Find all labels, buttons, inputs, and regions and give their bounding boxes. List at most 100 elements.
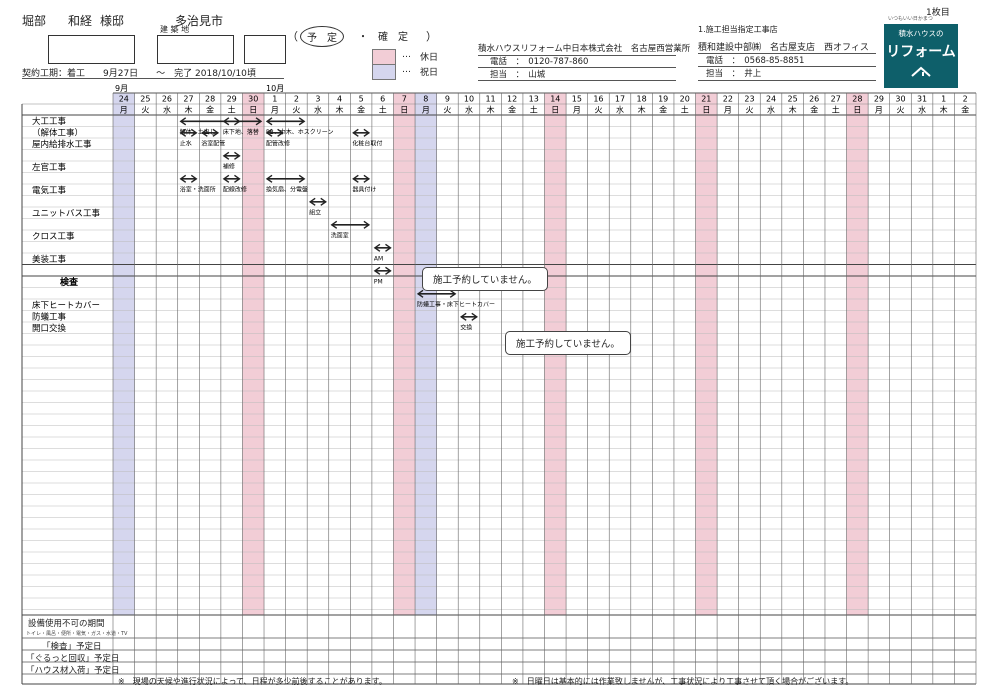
holiday-legend-label: 休日 bbox=[420, 53, 439, 63]
task-label-sub: 防蟻工事 bbox=[32, 312, 67, 323]
weekday-label: 土 bbox=[228, 105, 236, 115]
weekday-label: 木 bbox=[487, 105, 495, 115]
weekday-label: 日 bbox=[853, 106, 861, 115]
arrow-head-right bbox=[471, 312, 478, 321]
weekday-label: 火 bbox=[896, 106, 904, 115]
day-number: 14 bbox=[550, 95, 560, 104]
weekday-label: 火 bbox=[443, 106, 451, 115]
contractor-underline-3 bbox=[698, 80, 876, 81]
contract-period: 契約工期：着工 9月27日 〜 完了 2018/10/10頃 bbox=[22, 69, 256, 79]
day-number: 2 bbox=[963, 95, 968, 104]
footer-note-right: ※ 日曜日は基本的には作業致しませんが、工事状況により工事させて頂く場合がござい… bbox=[512, 677, 854, 686]
company-logo: 積水ハウスの リフォーム bbox=[884, 24, 958, 88]
day-number: 26 bbox=[809, 95, 819, 104]
weekday-label: 月 bbox=[271, 106, 279, 115]
task-label-sub: （解体工事） bbox=[32, 128, 83, 139]
weekday-label: 土 bbox=[832, 105, 840, 115]
customer-surname: 堀部 bbox=[22, 14, 47, 28]
contractor-phone: 電話 ： 0568-85-8851 bbox=[706, 56, 805, 66]
unusable-period-label: 設備使用不可の期間 bbox=[28, 619, 105, 629]
schedule-bar-note: 器具付け bbox=[352, 185, 376, 193]
day-number: 31 bbox=[917, 95, 927, 104]
contractor-underline-1 bbox=[698, 53, 876, 54]
company-name: 積水ハウスリフォーム中日本株式会社 名古屋西営業所 bbox=[478, 44, 691, 54]
customer-box-2 bbox=[157, 35, 234, 64]
schedule-bar-note: PB、巾木、ホスクリーン bbox=[266, 128, 333, 136]
weekday-label: 水 bbox=[616, 105, 624, 115]
schedule-bar-note: 止水 bbox=[180, 139, 192, 147]
weekday-label: 月 bbox=[422, 106, 430, 115]
customer-box-1 bbox=[48, 35, 135, 64]
weekday-label: 木 bbox=[336, 105, 344, 115]
day-number: 29 bbox=[874, 95, 884, 104]
arrow-head-left bbox=[352, 128, 359, 137]
weekday-label: 日 bbox=[551, 106, 559, 115]
day-number: 25 bbox=[140, 95, 150, 104]
company-underline-1 bbox=[478, 55, 676, 56]
contract-underline bbox=[22, 78, 284, 79]
arrow-head-right bbox=[298, 174, 306, 183]
day-number: 30 bbox=[895, 95, 905, 104]
schedule-bar-note: 浴室・洗面所 bbox=[180, 185, 216, 193]
holiday-column bbox=[393, 93, 416, 615]
arrow-head-left bbox=[373, 243, 381, 252]
month-label-oct: 10月 bbox=[266, 84, 284, 93]
building-site-label: 建 築 地 bbox=[160, 25, 190, 34]
weekday-label: 金 bbox=[357, 105, 365, 115]
schedule-bar-note: PM bbox=[374, 278, 383, 285]
day-number: 27 bbox=[831, 95, 841, 104]
contractor-manager: 担当 ： 井上 bbox=[706, 69, 762, 79]
weekday-label: 木 bbox=[185, 105, 193, 115]
weekday-label: 火 bbox=[141, 106, 149, 115]
arrow-head-left bbox=[352, 174, 359, 183]
weekday-label: 月 bbox=[120, 106, 128, 115]
contractor-underline-2 bbox=[698, 66, 876, 67]
task-label: ユニットバス工事 bbox=[32, 208, 101, 219]
weekday-label: 金 bbox=[810, 105, 818, 115]
task-label: 屋内給排水工事 bbox=[32, 139, 92, 150]
holiday-column bbox=[242, 93, 265, 615]
day-number: 8 bbox=[423, 95, 428, 104]
schedule-bar-note: 補修 bbox=[223, 162, 235, 170]
location: 多治見市 bbox=[175, 14, 224, 28]
weekday-label: 木 bbox=[789, 105, 797, 115]
task-label: 検査 bbox=[60, 276, 79, 288]
arrow-head-left bbox=[201, 128, 208, 137]
arrow-head-right bbox=[298, 117, 306, 126]
arrow-head-left bbox=[373, 266, 381, 275]
status-bracket-close: ） bbox=[426, 30, 437, 43]
arrow-head-left bbox=[265, 117, 273, 126]
arrow-head-right bbox=[212, 128, 220, 137]
weekday-label: 水 bbox=[163, 105, 171, 115]
contractor-name: 積和建設中部㈱ 名古屋支店 西オフィス bbox=[698, 43, 869, 53]
day-number: 4 bbox=[337, 95, 342, 104]
public-holiday-swatch bbox=[372, 64, 396, 80]
arrow-head-left bbox=[416, 289, 424, 298]
schedule-bar-note: 換気扇、分電盤 bbox=[266, 185, 308, 193]
day-number: 16 bbox=[593, 95, 603, 104]
arrow-head-right bbox=[385, 266, 392, 275]
status-confirmed: 確 定 bbox=[378, 32, 408, 43]
weekday-label: 火 bbox=[745, 106, 753, 115]
weekday-label: 日 bbox=[249, 106, 257, 115]
day-number: 22 bbox=[723, 95, 733, 104]
contractor-label: 1.施工担当指定工事店 bbox=[698, 25, 778, 34]
weekday-label: 火 bbox=[594, 106, 602, 115]
weekday-label: 月 bbox=[573, 106, 581, 115]
arrow-head-left bbox=[222, 117, 230, 126]
company-underline-2 bbox=[478, 67, 676, 68]
schedule-bar-note: 配線改修 bbox=[223, 185, 247, 193]
house-icon bbox=[911, 66, 931, 77]
inspection-date-label: 「検査」予定日 bbox=[42, 642, 102, 652]
arrow-head-left bbox=[179, 128, 187, 137]
arrow-head-right bbox=[363, 220, 371, 229]
schedule-bar-note: AM bbox=[374, 255, 383, 262]
day-number: 5 bbox=[359, 95, 364, 104]
day-number: 30 bbox=[248, 95, 258, 104]
schedule-bar-note: 解体、土出し bbox=[180, 128, 216, 136]
weekday-label: 金 bbox=[206, 105, 214, 115]
day-number: 23 bbox=[744, 95, 754, 104]
day-number: 1 bbox=[941, 95, 946, 104]
callout-not-booked-1: 施工予約していません。 bbox=[422, 267, 548, 291]
day-number: 20 bbox=[680, 95, 690, 104]
